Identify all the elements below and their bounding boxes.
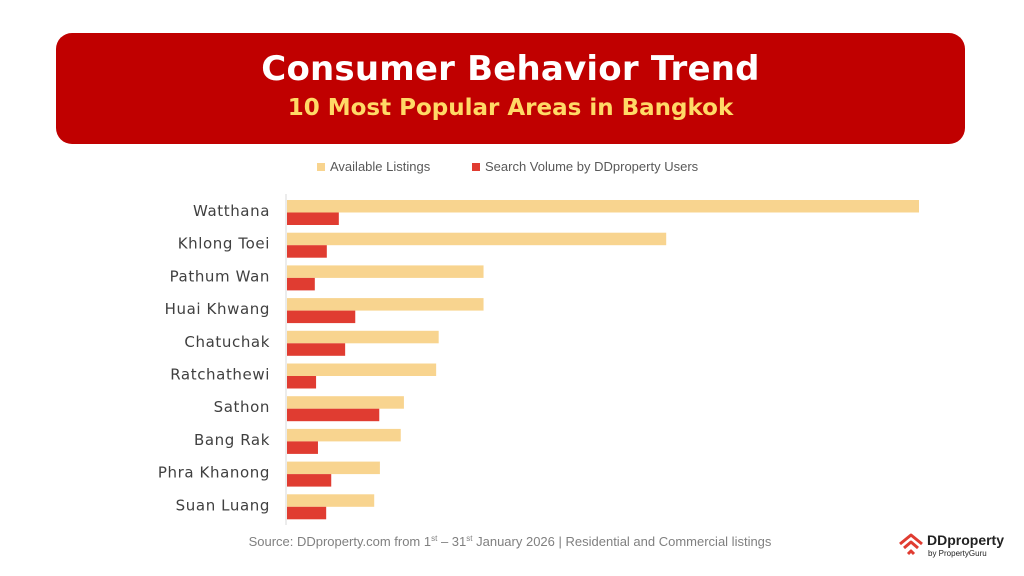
source-mid: – 31	[437, 534, 467, 549]
logo-name: DDproperty	[927, 532, 1005, 548]
legend-label-available: Available Listings	[330, 159, 431, 174]
bar-available-listings	[287, 298, 484, 311]
chart-subtitle: 10 Most Popular Areas in Bangkok	[287, 95, 734, 121]
legend-label-search: Search Volume by DDproperty Users	[485, 159, 699, 174]
bar-search-volume	[287, 408, 380, 422]
legend-swatch-available	[317, 163, 325, 171]
category-label: Suan Luang	[176, 496, 270, 514]
bar-search-volume	[287, 506, 327, 520]
bar-available-listings	[287, 330, 439, 344]
bar-search-volume	[287, 212, 339, 225]
category-label: Phra Khanong	[158, 464, 270, 482]
category-label: Chatuchak	[184, 333, 270, 351]
bar-search-volume	[287, 441, 318, 454]
source-sup-1: st	[431, 534, 438, 543]
source-suffix: January 2026 | Residential and Commercia…	[472, 534, 772, 549]
bar-search-volume	[287, 245, 327, 258]
source-sup-2: st	[466, 534, 473, 543]
category-label: Watthana	[193, 202, 270, 220]
chart-title: Consumer Behavior Trend	[261, 49, 760, 89]
ddproperty-house-icon	[899, 533, 923, 556]
category-label: Pathum Wan	[170, 267, 270, 285]
category-label: Khlong Toei	[178, 235, 270, 253]
ddproperty-logo: DDproperty by PropertyGuru	[898, 530, 1008, 562]
category-label: Ratchathewi	[170, 366, 270, 384]
bar-search-volume	[287, 376, 317, 389]
bar-search-volume	[287, 310, 356, 324]
legend-item-available: Available Listings	[317, 159, 430, 174]
bar-available-listings	[287, 232, 667, 246]
title-banner: Consumer Behavior Trend 10 Most Popular …	[56, 33, 965, 144]
category-label: Bang Rak	[194, 431, 270, 449]
category-label: Huai Khwang	[165, 300, 270, 318]
logo-tagline: by PropertyGuru	[928, 549, 987, 558]
bar-search-volume	[287, 474, 332, 487]
category-label: Sathon	[214, 398, 270, 416]
bar-available-listings	[287, 200, 919, 213]
legend-item-search: Search Volume by DDproperty Users	[472, 159, 698, 174]
bar-search-volume	[287, 343, 346, 356]
legend-swatch-search	[472, 163, 480, 171]
source-prefix: Source: DDproperty.com from 1	[248, 534, 432, 549]
source-note: Source: DDproperty.com from 1st – 31st J…	[0, 534, 1020, 549]
bar-available-listings	[287, 428, 401, 442]
bar-search-volume	[287, 277, 315, 291]
bar-available-listings	[287, 265, 484, 278]
bar-available-listings	[287, 396, 404, 409]
bar-available-listings	[287, 461, 380, 475]
bar-available-listings	[287, 494, 375, 507]
bar-available-listings	[287, 363, 437, 376]
